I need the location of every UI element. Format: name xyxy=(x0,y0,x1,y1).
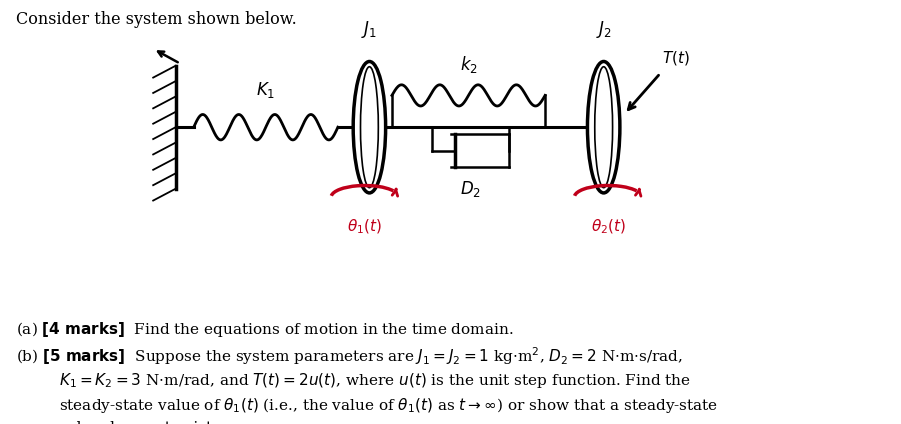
Text: (a) $\mathbf{[4\ marks]}$  Find the equations of motion in the time domain.: (a) $\mathbf{[4\ marks]}$ Find the equat… xyxy=(16,320,514,339)
Text: Consider the system shown below.: Consider the system shown below. xyxy=(16,11,297,28)
Text: $\theta_2(t)$: $\theta_2(t)$ xyxy=(591,218,625,236)
Ellipse shape xyxy=(587,61,620,193)
Text: $K_1$: $K_1$ xyxy=(256,80,276,100)
Text: $k_2$: $k_2$ xyxy=(460,54,478,75)
Text: $\theta_1(t)$: $\theta_1(t)$ xyxy=(348,218,382,236)
Ellipse shape xyxy=(353,61,386,193)
Text: value does not exist.: value does not exist. xyxy=(59,421,216,424)
Text: $J_2$: $J_2$ xyxy=(596,19,612,40)
Text: steady-state value of $\theta_1(t)$ (i.e., the value of $\theta_1(t)$ as $t \to : steady-state value of $\theta_1(t)$ (i.e… xyxy=(59,396,718,416)
Text: $D_2$: $D_2$ xyxy=(460,179,481,199)
Text: $J_1$: $J_1$ xyxy=(361,19,378,40)
Text: (b) $\mathbf{[5\ marks]}$  Suppose the system parameters are $J_1 = J_2 = 1$ kg$: (b) $\mathbf{[5\ marks]}$ Suppose the sy… xyxy=(16,346,683,367)
Text: $T(t)$: $T(t)$ xyxy=(662,49,690,67)
Text: $K_1 = K_2 = 3$ N$\cdot$m/rad, and $T(t) = 2u(t)$, where $u(t)$ is the unit step: $K_1 = K_2 = 3$ N$\cdot$m/rad, and $T(t)… xyxy=(59,371,690,390)
